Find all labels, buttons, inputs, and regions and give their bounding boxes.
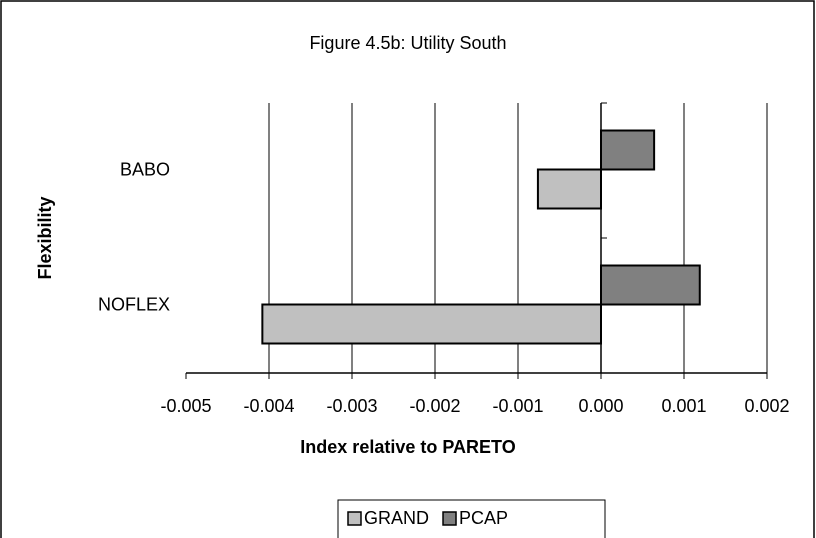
- bar: [600, 264, 701, 306]
- legend-label: PCAP: [459, 508, 508, 528]
- x-tick-label: 0.000: [578, 396, 623, 416]
- x-tick-label: 0.001: [661, 396, 706, 416]
- x-tick-label: -0.005: [160, 396, 211, 416]
- y-tick-label: BABO: [120, 159, 170, 179]
- x-tick-label: -0.004: [243, 396, 294, 416]
- x-tick-label: 0.002: [744, 396, 789, 416]
- x-tick-label: -0.001: [492, 396, 543, 416]
- y-tick-label: NOFLEX: [98, 294, 170, 314]
- x-tick-label: -0.002: [409, 396, 460, 416]
- x-axis-label: Index relative to PARETO: [300, 437, 515, 457]
- legend-swatch: [442, 511, 457, 526]
- bar: [536, 168, 602, 210]
- bar: [600, 129, 656, 171]
- y-axis-label: Flexibility: [35, 196, 55, 279]
- legend-swatch: [347, 511, 362, 526]
- legend-box: [337, 499, 606, 538]
- legend-label: GRAND: [364, 508, 429, 528]
- chart-title: Figure 4.5b: Utility South: [309, 33, 506, 53]
- x-tick-label: -0.003: [326, 396, 377, 416]
- bar: [261, 303, 602, 345]
